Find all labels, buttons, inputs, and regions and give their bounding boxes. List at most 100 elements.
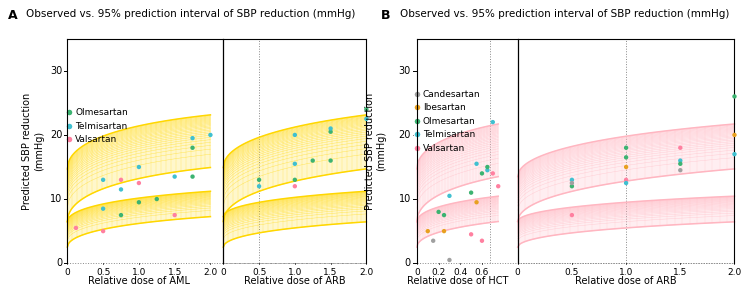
- Point: [674, 145, 686, 150]
- Legend: Olmesartan, Telmisartan, Valsartan: Olmesartan, Telmisartan, Valsartan: [64, 105, 131, 148]
- Point: [433, 210, 445, 214]
- Text: Relative dose of AML: Relative dose of AML: [88, 276, 190, 286]
- Point: [186, 136, 199, 141]
- Point: [566, 181, 578, 185]
- Text: Relative dose of ARB: Relative dose of ARB: [244, 276, 346, 286]
- Point: [438, 229, 450, 234]
- Text: 0: 0: [220, 268, 226, 277]
- Text: Observed vs. 95% prediction interval of SBP reduction (mmHg): Observed vs. 95% prediction interval of …: [26, 9, 356, 19]
- Text: 1.0: 1.0: [619, 268, 633, 277]
- Point: [186, 145, 199, 150]
- Point: [482, 165, 494, 169]
- Point: [476, 238, 488, 243]
- Point: [482, 168, 494, 173]
- Point: [620, 165, 632, 169]
- Point: [325, 129, 337, 134]
- Text: 20: 20: [50, 130, 63, 140]
- Point: [729, 133, 741, 137]
- Text: 0.6: 0.6: [475, 268, 489, 277]
- Point: [115, 187, 127, 192]
- Point: [289, 184, 301, 189]
- Point: [465, 190, 477, 195]
- Point: [360, 107, 372, 112]
- Point: [360, 117, 372, 121]
- Point: [133, 165, 145, 169]
- Point: [465, 232, 477, 237]
- Text: 0.5: 0.5: [252, 268, 267, 277]
- Legend: Candesartan, Ibesartan, Olmesartan, Telmisartan, Valsartan: Candesartan, Ibesartan, Olmesartan, Telm…: [411, 86, 484, 157]
- Text: 2.0: 2.0: [359, 268, 374, 277]
- Point: [422, 229, 434, 234]
- Text: Relative dose of HCT: Relative dose of HCT: [407, 276, 508, 286]
- Point: [674, 158, 686, 163]
- Text: 1.0: 1.0: [288, 268, 302, 277]
- Text: Relative dose of ARB: Relative dose of ARB: [575, 276, 677, 286]
- Text: 1.5: 1.5: [673, 268, 688, 277]
- Text: 1.5: 1.5: [323, 268, 337, 277]
- Point: [487, 171, 499, 176]
- Text: 1.0: 1.0: [131, 268, 146, 277]
- Text: Predicted SBP reduction
(mmHg): Predicted SBP reduction (mmHg): [22, 92, 44, 210]
- Point: [97, 206, 109, 211]
- Point: [438, 213, 450, 218]
- Point: [325, 158, 337, 163]
- Text: 30: 30: [50, 66, 63, 76]
- Text: A: A: [8, 9, 17, 22]
- Point: [325, 126, 337, 131]
- Point: [70, 226, 82, 230]
- Point: [566, 184, 578, 189]
- Point: [289, 161, 301, 166]
- Point: [97, 229, 109, 234]
- Text: 0.5: 0.5: [96, 268, 110, 277]
- Point: [470, 161, 482, 166]
- Text: 0: 0: [64, 268, 70, 277]
- Text: 30: 30: [399, 66, 411, 76]
- Text: 0.2: 0.2: [431, 268, 445, 277]
- Point: [289, 177, 301, 182]
- Point: [729, 152, 741, 157]
- Point: [674, 168, 686, 173]
- Point: [115, 177, 127, 182]
- Point: [289, 133, 301, 137]
- Point: [307, 158, 319, 163]
- Text: 2.0: 2.0: [203, 268, 217, 277]
- Point: [620, 145, 632, 150]
- Point: [620, 155, 632, 160]
- Text: 0: 0: [405, 258, 411, 268]
- Point: [443, 258, 455, 262]
- Point: [470, 200, 482, 205]
- Point: [487, 120, 499, 124]
- Point: [168, 174, 180, 179]
- Text: 1.5: 1.5: [168, 268, 182, 277]
- Point: [253, 177, 265, 182]
- Point: [168, 213, 180, 218]
- Point: [186, 174, 199, 179]
- Text: 20: 20: [399, 130, 411, 140]
- Point: [97, 177, 109, 182]
- Point: [476, 171, 488, 176]
- Point: [151, 197, 163, 201]
- Text: 0.5: 0.5: [565, 268, 579, 277]
- Point: [674, 161, 686, 166]
- Point: [133, 181, 145, 185]
- Point: [133, 200, 145, 205]
- Text: 0.4: 0.4: [453, 268, 467, 277]
- Text: 10: 10: [50, 194, 63, 204]
- Text: 0: 0: [414, 268, 420, 277]
- Text: 0: 0: [56, 258, 63, 268]
- Point: [492, 184, 504, 189]
- Text: Predicted SBP reduction
(mmHg): Predicted SBP reduction (mmHg): [365, 92, 387, 210]
- Point: [620, 177, 632, 182]
- Point: [566, 213, 578, 218]
- Point: [729, 94, 741, 99]
- Point: [253, 184, 265, 189]
- Point: [620, 181, 632, 185]
- Point: [115, 213, 127, 218]
- Text: 2.0: 2.0: [727, 268, 741, 277]
- Text: 0: 0: [515, 268, 521, 277]
- Text: B: B: [381, 9, 391, 22]
- Point: [427, 238, 439, 243]
- Point: [566, 177, 578, 182]
- Text: 10: 10: [399, 194, 411, 204]
- Point: [443, 194, 455, 198]
